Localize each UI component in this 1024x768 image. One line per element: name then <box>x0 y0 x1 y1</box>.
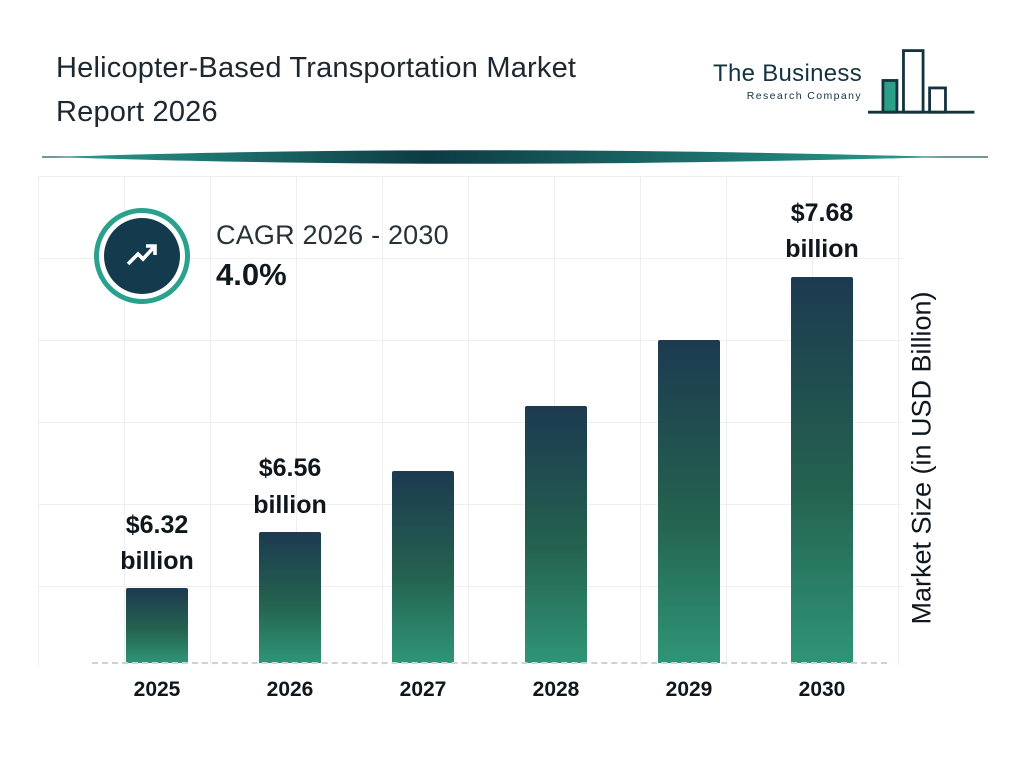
bar <box>259 531 321 663</box>
bar-group <box>491 195 621 663</box>
bar-label-unit: billion <box>785 235 859 264</box>
cagr-badge: CAGR 2026 - 2030 4.0% <box>94 208 449 304</box>
bar <box>126 588 188 663</box>
x-tick: 2027 <box>399 678 447 701</box>
cagr-value: 4.0% <box>216 256 287 292</box>
company-logo-text: The Business Research Company <box>713 44 862 102</box>
divider-rule <box>0 148 1024 166</box>
bar-group: $6.56 billion <box>225 195 355 663</box>
bar-label-value: $7.68 <box>790 199 854 227</box>
bar-chart: $6.32 billion $6.56 billion <box>92 195 887 663</box>
x-axis-ticks: 2025 2026 2027 2028 2029 2030 <box>92 678 887 702</box>
bar-label: $7.68 billion <box>785 195 859 268</box>
bar-label: $6.56 billion <box>253 450 327 523</box>
bar <box>525 405 587 663</box>
x-tick: 2028 <box>532 678 580 701</box>
bar-group: $7.68 billion <box>757 195 887 663</box>
bar <box>791 276 853 663</box>
bar-group <box>624 195 754 663</box>
company-logo-subtitle: Research Company <box>746 90 862 102</box>
bar-label-value: $6.32 <box>125 510 189 539</box>
bar <box>392 471 454 663</box>
page-title-line2: Report 2026 <box>56 96 218 129</box>
x-tick: 2029 <box>665 678 713 701</box>
x-tick: 2030 <box>798 678 846 701</box>
company-logo-name: The Business <box>712 60 862 87</box>
bar-label-value: $6.56 <box>258 454 322 483</box>
bar-label-unit: billion <box>253 490 327 519</box>
bar-label: $6.32 billion <box>120 507 194 580</box>
x-tick: 2025 <box>133 678 181 701</box>
cagr-ring <box>94 208 190 304</box>
bar-group <box>358 195 488 663</box>
bar <box>658 340 720 663</box>
y-axis-label: Market Size (in USD Billion) <box>906 291 937 625</box>
cagr-label: CAGR 2026 - 2030 <box>216 219 449 250</box>
x-axis-baseline <box>92 662 887 664</box>
page-title-line1: Helicopter-Based Transportation Market <box>56 52 577 84</box>
x-tick: 2026 <box>266 678 314 701</box>
cagr-text: CAGR 2026 - 2030 4.0% <box>216 220 449 293</box>
bar-group: $6.32 billion <box>92 195 222 663</box>
bar-label-unit: billion <box>120 546 194 575</box>
trend-up-icon <box>104 218 180 294</box>
bar-chart-logo-icon <box>868 44 980 135</box>
page-title: Helicopter-Based Transportation Market R… <box>56 46 716 134</box>
company-logo: The Business Research Company <box>713 44 980 135</box>
